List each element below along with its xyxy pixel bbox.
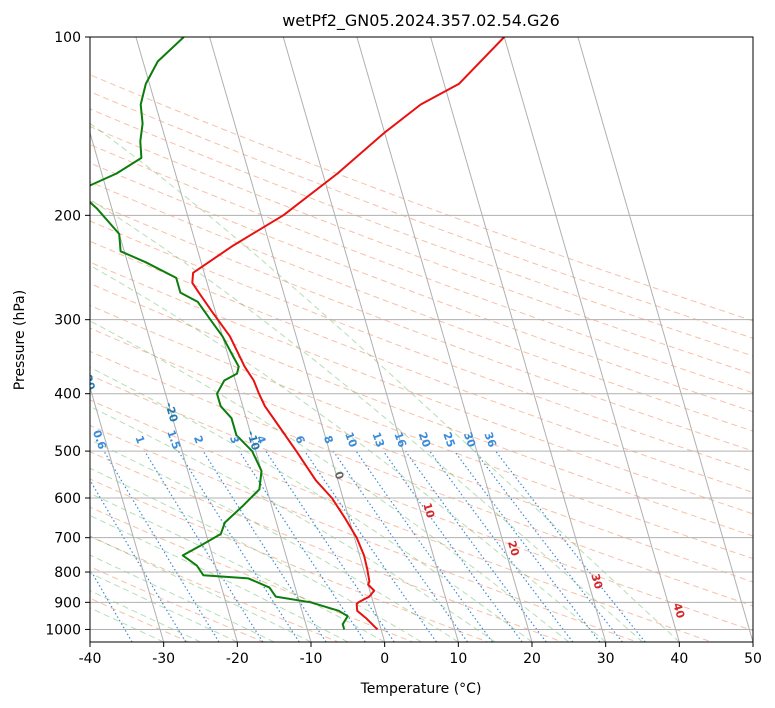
dry-adiabat-line — [90, 240, 753, 493]
plot-area: -100-90-80-70-60-50-40-30-20-10010203040… — [79, 37, 753, 642]
y-tick-label: 200 — [54, 208, 81, 224]
mixing-ratio-label: 0.6 — [90, 428, 109, 451]
y-tick-label: 1000 — [45, 622, 81, 638]
temperature-line — [191, 37, 505, 631]
y-tick-label: 400 — [54, 387, 81, 403]
dry-adiabat-line — [90, 597, 191, 642]
y-tick-label: 900 — [54, 595, 81, 611]
chart-title: wetPf2_GN05.2024.357.02.54.G26 — [282, 11, 560, 31]
x-tick-label: 0 — [380, 651, 389, 667]
isotherm-line — [503, 37, 680, 642]
dry-adiabat-line — [90, 200, 753, 452]
moist-adiabat-line — [90, 122, 680, 642]
mixing-ratio-line — [103, 450, 220, 642]
mixing-ratio-line — [202, 450, 327, 642]
x-tick-label: -20 — [226, 651, 249, 667]
isotherm-label: 20 — [505, 539, 522, 558]
y-tick-label: 500 — [54, 444, 81, 460]
x-tick-label: 20 — [523, 651, 541, 667]
isotherm-label: -20 — [162, 401, 180, 424]
isotherm-label: -30 — [79, 369, 97, 392]
x-axis: -40 -30 -20 -10 0 10 20 30 40 50 — [79, 642, 762, 667]
isotherm-line — [282, 37, 459, 642]
y-tick-label: 600 — [54, 491, 81, 507]
mixing-ratio-line — [177, 450, 300, 642]
mixing-ratio-line — [238, 450, 366, 642]
moist-adiabat-line — [90, 199, 643, 642]
moist-adiabat-line — [90, 366, 533, 642]
mixing-ratio-line — [332, 450, 468, 642]
mixing-ratio-label: 36 — [481, 430, 499, 449]
mixing-ratio-label: 6 — [292, 434, 307, 446]
moist-adiabat-line — [90, 439, 459, 642]
mixing-ratio-label: 3 — [227, 434, 242, 446]
moist-adiabat-line — [90, 264, 607, 642]
mixing-ratio-label: 13 — [369, 430, 386, 449]
y-axis-label: Pressure (hPa) — [12, 290, 28, 390]
moist-adiabat-line — [90, 405, 496, 642]
dry-adiabat-line — [90, 506, 415, 642]
mixing-ratio-label: 20 — [416, 430, 434, 449]
line-labels: -100-90-80-70-60-50-40-30-20-10010203040… — [79, 369, 687, 621]
isotherm-line — [90, 385, 165, 642]
dry-adiabat-line — [90, 424, 639, 642]
mixing-ratio-line — [304, 450, 437, 642]
isotherm-label: 0 — [332, 470, 347, 481]
x-tick-label: 50 — [744, 651, 762, 667]
x-tick-label: -10 — [300, 651, 323, 667]
dry-adiabat-line — [90, 535, 340, 642]
mixing-ratio-label: 10 — [342, 430, 360, 449]
plot-frame — [89, 36, 754, 643]
x-tick-label: 10 — [449, 651, 467, 667]
mixing-ratio-label: 1 — [132, 434, 147, 446]
dry-adiabat-line — [90, 451, 564, 642]
x-tick-label: 30 — [597, 651, 615, 667]
y-tick-label: 300 — [54, 313, 81, 329]
moist-adiabat-line — [90, 515, 349, 642]
mixing-ratio-label: 30 — [461, 430, 479, 449]
dry-adiabat-line — [90, 108, 753, 357]
y-tick-label: 700 — [54, 531, 81, 547]
isotherm-label: 10 — [420, 501, 437, 520]
isotherm-line — [356, 37, 533, 642]
y-axis: 1000 900 800 700 600 500 400 300 200 100 — [45, 30, 90, 638]
isotherm-line — [209, 37, 386, 642]
moist-adiabat-line — [90, 467, 422, 642]
mixing-ratio-line — [144, 450, 264, 642]
mixing-ratio-line — [429, 450, 574, 642]
x-tick-label: -40 — [79, 651, 102, 667]
x-tick-label: 40 — [670, 651, 688, 667]
mixing-ratio-label: 8 — [321, 434, 336, 446]
mixing-ratio-label: 25 — [440, 430, 457, 449]
isotherm-label: -10 — [244, 429, 262, 452]
dewpoint-line — [90, 37, 349, 630]
mixing-ratio-line — [382, 450, 523, 642]
mixing-ratio-line — [405, 450, 547, 642]
series-group — [90, 37, 505, 631]
mixing-ratio-label: 2 — [191, 434, 206, 446]
isotherm-line — [577, 37, 753, 642]
mixing-ratio-label: 4 — [254, 434, 269, 446]
pressure-gridlines — [90, 37, 753, 630]
y-tick-label: 800 — [54, 565, 81, 581]
dry-adiabat-line — [90, 91, 753, 339]
x-tick-label: -30 — [152, 651, 175, 667]
mixing-ratio-label: 16 — [391, 430, 409, 449]
isotherm-line — [430, 37, 607, 642]
x-axis-label: Temperature (°C) — [360, 681, 482, 697]
dry-adiabat-line — [90, 282, 753, 537]
isotherm-label: 40 — [670, 602, 687, 621]
y-tick-label: 100 — [54, 30, 81, 46]
isotherm-label: 30 — [588, 572, 605, 591]
mixing-ratio-label: 1.5 — [164, 428, 183, 451]
dry-adiabat-line — [90, 144, 753, 394]
